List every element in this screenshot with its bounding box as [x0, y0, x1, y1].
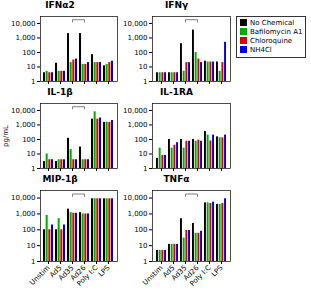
html-text:TNFα: TNFα — [163, 174, 190, 184]
svg-text:10,000: 10,000 — [123, 20, 148, 28]
svg-text:1,000: 1,000 — [15, 210, 35, 218]
svg-text:100: 100 — [22, 49, 35, 57]
svg-text:100: 100 — [134, 226, 147, 234]
html-text:NH4Cl: NH4Cl — [250, 46, 272, 54]
svg-text:Unstim: Unstim — [28, 264, 51, 287]
svg-text:100: 100 — [22, 136, 35, 144]
svg-text:LPS: LPS — [97, 263, 112, 278]
svg-text:Poly I:C: Poly I:C — [189, 264, 213, 288]
html-text:No Chemical: No Chemical — [250, 19, 295, 27]
svg-text:1: 1 — [143, 165, 147, 173]
svg-text:10,000: 10,000 — [123, 194, 148, 202]
svg-text:1,000: 1,000 — [15, 121, 35, 129]
svg-text:Ad5: Ad5 — [161, 263, 177, 280]
svg-text:10: 10 — [139, 150, 148, 158]
html-text:IFNγ: IFNγ — [164, 0, 189, 10]
svg-text:Ad5: Ad5 — [48, 263, 64, 280]
html-text:IL-1β: IL-1β — [47, 87, 73, 97]
svg-text:1: 1 — [143, 78, 147, 86]
svg-text:100: 100 — [134, 136, 147, 144]
svg-text:10,000: 10,000 — [123, 107, 148, 115]
svg-text:10,000: 10,000 — [11, 107, 36, 115]
svg-text:1: 1 — [143, 258, 147, 266]
svg-text:1,000: 1,000 — [127, 210, 147, 218]
svg-text:1: 1 — [31, 78, 35, 86]
svg-text:LPS: LPS — [210, 263, 225, 278]
html-text:MIP-1β: MIP-1β — [42, 174, 78, 184]
svg-text:Ad26: Ad26 — [182, 263, 201, 283]
svg-text:Ad35: Ad35 — [170, 263, 189, 283]
svg-text:pg/mL: pg/mL — [2, 125, 10, 147]
svg-text:10,000: 10,000 — [11, 194, 36, 202]
svg-text:1,000: 1,000 — [15, 34, 35, 42]
svg-text:1,000: 1,000 — [127, 121, 147, 129]
svg-text:100: 100 — [22, 226, 35, 234]
svg-text:1,000: 1,000 — [127, 34, 147, 42]
svg-text:10,000: 10,000 — [11, 20, 36, 28]
svg-text:Poly I:C: Poly I:C — [76, 264, 100, 288]
svg-text:10: 10 — [27, 63, 36, 71]
svg-text:10: 10 — [139, 63, 148, 71]
svg-text:10: 10 — [139, 242, 148, 250]
html-text:IL-1RA: IL-1RA — [160, 87, 193, 97]
svg-text:1: 1 — [31, 258, 35, 266]
svg-text:10: 10 — [27, 150, 36, 158]
html-text:IFNα2: IFNα2 — [45, 0, 75, 10]
html-text:Chloroquine: Chloroquine — [250, 37, 293, 45]
svg-text:Unstim: Unstim — [141, 264, 164, 287]
svg-text:10: 10 — [27, 242, 36, 250]
html-text:Bafilomycin A1: Bafilomycin A1 — [250, 28, 303, 36]
svg-text:Ad26: Ad26 — [69, 263, 88, 283]
svg-text:1: 1 — [31, 165, 35, 173]
svg-text:100: 100 — [134, 49, 147, 57]
svg-text:Ad35: Ad35 — [57, 263, 76, 283]
